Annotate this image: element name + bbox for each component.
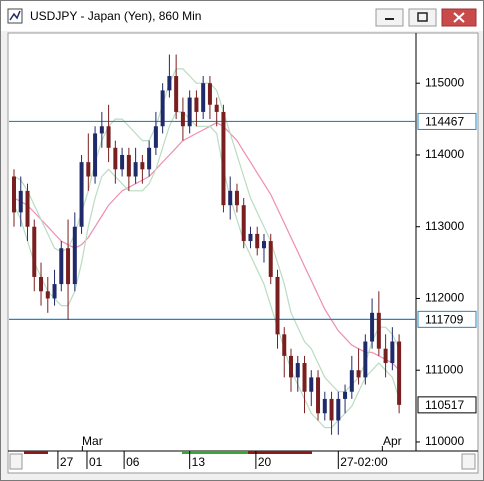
- candle-body: [113, 147, 118, 170]
- candle-body: [329, 398, 334, 421]
- session-segment: [182, 451, 248, 454]
- candle-body: [275, 276, 280, 335]
- candle-body: [59, 248, 64, 285]
- candle-body: [302, 363, 307, 392]
- candle-body: [363, 341, 368, 378]
- candle-body: [248, 233, 253, 242]
- candle-body: [349, 370, 354, 392]
- x-tick-label: 13: [192, 455, 206, 469]
- x-tick-label: 27: [60, 455, 74, 469]
- scroll-left[interactable]: [9, 453, 23, 470]
- candle-body: [174, 76, 179, 112]
- x-tick-label: 27-02:00: [340, 455, 388, 469]
- x-tick-label: 06: [126, 455, 140, 469]
- candle-body: [160, 90, 165, 127]
- candle-body: [289, 355, 294, 378]
- x-tick-label: 20: [258, 455, 272, 469]
- candle-body: [322, 398, 327, 414]
- candle-body: [93, 133, 98, 177]
- candle-body: [194, 97, 199, 112]
- candle-body: [376, 312, 381, 349]
- candle-body: [187, 97, 192, 127]
- candle-body: [343, 391, 348, 399]
- y-tick-label: 112000: [425, 291, 464, 305]
- y-tick-label: 111000: [425, 362, 464, 376]
- candle-body: [316, 377, 321, 414]
- candle-body: [167, 76, 172, 91]
- candle-body: [309, 377, 314, 392]
- candle-body: [66, 248, 71, 285]
- month-tick-label: Apr: [383, 434, 402, 448]
- plot: 110000 111000 112000 113000 114000 115000 27 01…: [9, 54, 477, 469]
- y-tick-label: 115000: [425, 75, 464, 89]
- candle-body: [255, 233, 260, 249]
- window-buttons[interactable]: [375, 8, 477, 27]
- candle-body: [180, 111, 185, 127]
- candle-body: [261, 241, 266, 249]
- candle-body: [214, 104, 219, 112]
- candle-body: [336, 398, 341, 421]
- candle-body: [147, 147, 152, 170]
- candle-body: [133, 162, 138, 177]
- candle-body: [106, 126, 111, 148]
- candle-body: [241, 205, 246, 242]
- x-tick-label: 01: [89, 455, 103, 469]
- candle-body: [39, 276, 44, 292]
- candle-body: [11, 176, 16, 213]
- candle-body: [207, 83, 212, 105]
- maximize-button[interactable]: [408, 8, 437, 27]
- close-glyph: [453, 12, 465, 23]
- session-segment: [24, 451, 48, 454]
- maximize-glyph: [417, 12, 428, 22]
- candle-body: [295, 363, 300, 378]
- month-tick-label: Mar: [82, 434, 103, 448]
- candle-body: [120, 154, 125, 170]
- candle-body: [228, 190, 233, 206]
- candle-body: [72, 226, 77, 285]
- candle-body: [390, 341, 395, 364]
- hline-label: 114467: [425, 115, 464, 129]
- chart-panel: [7, 32, 479, 474]
- window-title: USDJPY - Japan (Yen), 860 Min: [30, 9, 201, 23]
- hline-label: 111709: [425, 313, 464, 327]
- hline-label-box: [417, 310, 477, 328]
- candle-body: [268, 241, 273, 277]
- y-tick-label: 113000: [425, 219, 464, 233]
- candle-body: [86, 162, 91, 177]
- candle-body: [140, 162, 145, 170]
- app-icon-glyph: [9, 10, 21, 21]
- minimize-button[interactable]: [375, 8, 404, 27]
- candle-body: [282, 334, 287, 356]
- candle-body: [52, 284, 57, 299]
- scroll-right[interactable]: [461, 453, 476, 470]
- overlay-line: [13, 68, 400, 393]
- candle-body: [79, 162, 84, 227]
- minimize-glyph: [385, 18, 394, 20]
- last-price-box: [417, 396, 477, 414]
- candle-body: [18, 190, 23, 213]
- candle-body: [383, 348, 388, 364]
- candle-body: [153, 126, 158, 148]
- candle-body: [221, 111, 226, 206]
- hline-label-box: [417, 112, 477, 130]
- candle-body: [201, 83, 206, 112]
- y-tick-label: 114000: [425, 147, 464, 161]
- candle-body: [370, 312, 375, 342]
- candle-body: [126, 154, 131, 177]
- session-strip: [24, 451, 312, 454]
- overlay-line: [13, 122, 400, 371]
- candle-body: [32, 226, 37, 277]
- candle-body: [99, 126, 104, 134]
- candle-body: [234, 190, 239, 206]
- candle-body: [45, 291, 50, 299]
- last-price-label: 110517: [425, 398, 464, 412]
- candle-body: [397, 341, 402, 405]
- session-segment: [248, 451, 312, 454]
- candle-body: [25, 190, 30, 227]
- overlay-line: [13, 111, 400, 429]
- y-tick-label: 110000: [425, 434, 464, 448]
- candle-body: [356, 370, 361, 378]
